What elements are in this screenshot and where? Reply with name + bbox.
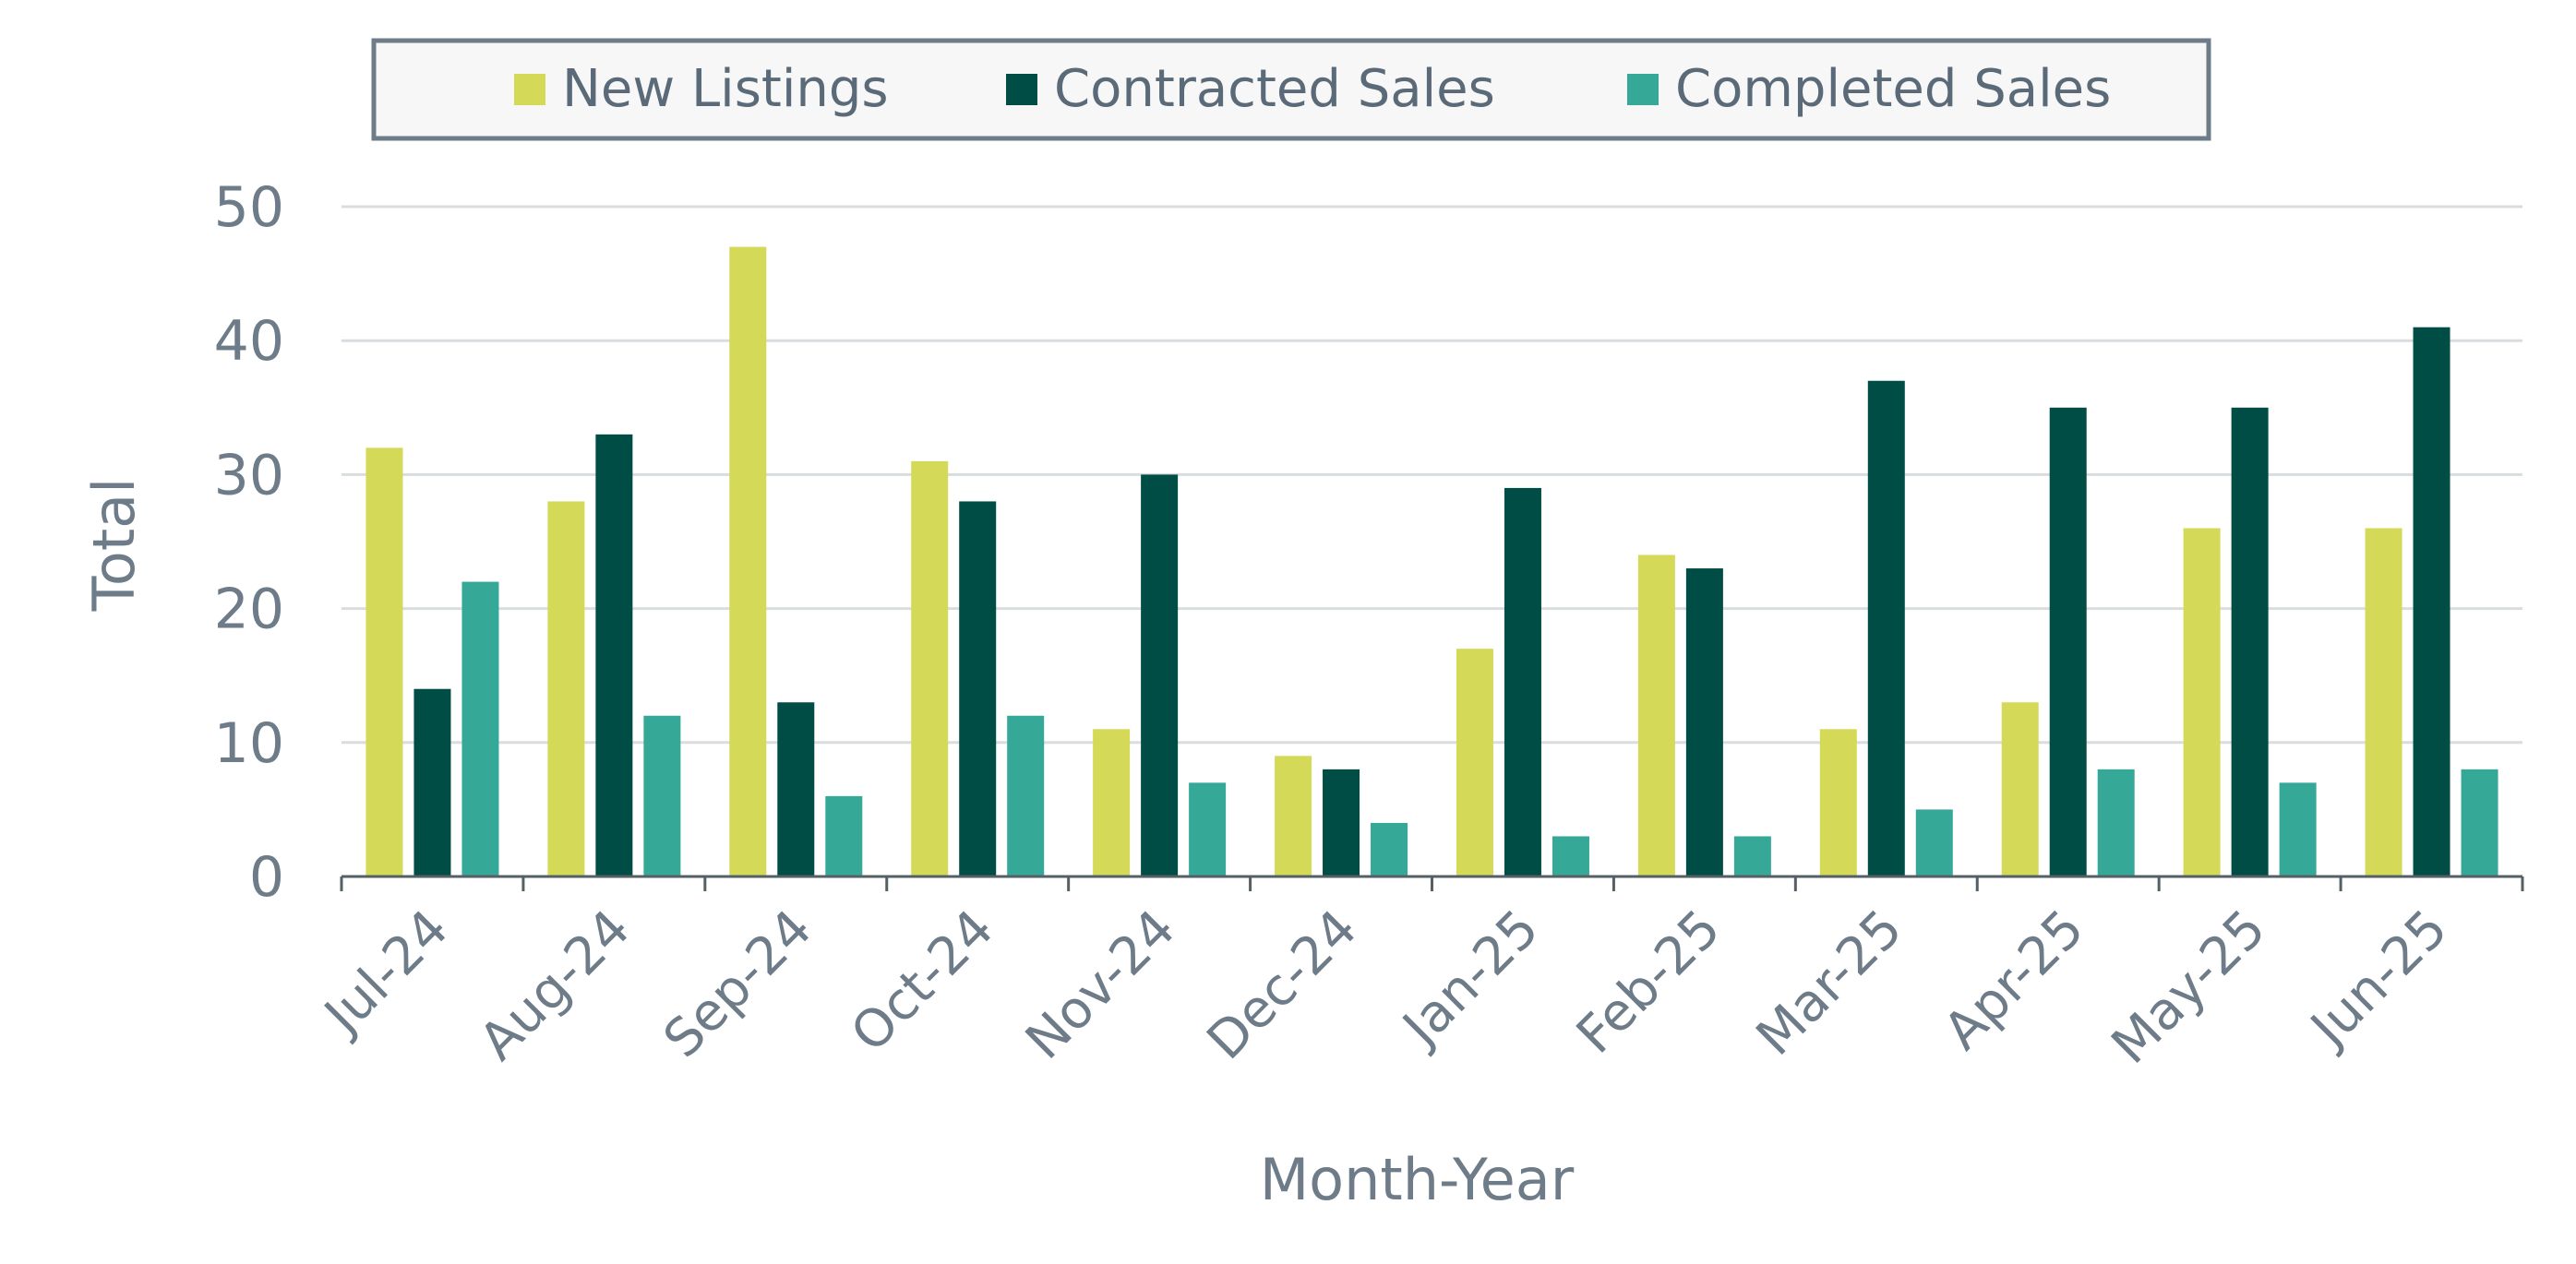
bar-new-listings <box>911 460 949 876</box>
bar-contracted-sales <box>959 501 997 876</box>
bar-completed-sales <box>2461 769 2498 876</box>
x-tick-label: Dec-24 <box>1196 899 1369 1071</box>
bar-completed-sales <box>1552 836 1589 876</box>
bar-contracted-sales <box>777 702 815 876</box>
y-tick-label: 20 <box>214 578 284 642</box>
bar-new-listings <box>2365 528 2402 876</box>
x-tick-marks <box>340 876 2524 891</box>
bar-contracted-sales <box>1504 487 1541 876</box>
bar-completed-sales <box>2097 769 2135 876</box>
x-tick-label: Sep-24 <box>653 899 823 1069</box>
bar-completed-sales <box>1007 715 1045 876</box>
y-tick-label: 40 <box>214 309 284 374</box>
legend-swatch-contracted-sales <box>1006 74 1037 105</box>
x-axis-title: Month-Year <box>1260 1146 1575 1213</box>
bar-contracted-sales <box>1323 769 1360 876</box>
x-tick-label: Oct-24 <box>840 899 1005 1064</box>
x-tick-labels: Jul-24 Aug-24 Sep-24 Oct-24 Nov-24 Dec-24 Jan-… <box>312 899 2460 1076</box>
legend: New Listings Contracted Sales Completed Sa… <box>371 38 2211 141</box>
bars-group <box>365 246 2498 876</box>
bar-contracted-sales <box>2231 407 2269 876</box>
bar-completed-sales <box>643 715 681 876</box>
x-tick-label: Jan-25 <box>1390 899 1551 1059</box>
bar-completed-sales <box>461 581 499 876</box>
x-tick-label: Feb-25 <box>1565 899 1732 1066</box>
bar-new-listings <box>2183 528 2221 876</box>
y-axis-title: Total <box>80 478 148 613</box>
x-tick-label: Apr-25 <box>1933 899 2096 1062</box>
bar-contracted-sales <box>1685 568 1723 876</box>
bar-new-listings <box>1637 554 1675 876</box>
bar-contracted-sales <box>1141 474 1179 876</box>
x-tick-label: May-25 <box>2101 899 2278 1076</box>
gridlines <box>341 205 2522 745</box>
bar-completed-sales <box>825 795 863 876</box>
bar-new-listings <box>1819 729 1857 876</box>
x-tick-label: Jul-24 <box>312 899 461 1047</box>
y-tick-label: 10 <box>214 711 284 776</box>
y-tick-labels: 0 10 20 30 40 50 <box>214 175 284 910</box>
bar-new-listings <box>729 246 767 876</box>
bar-new-listings <box>1456 649 1493 876</box>
legend-swatch-completed-sales <box>1627 74 1659 105</box>
bar-completed-sales <box>1371 822 1408 876</box>
bar-completed-sales <box>1733 836 1771 876</box>
legend-label-completed-sales: Completed Sales <box>1675 59 2111 119</box>
y-tick-label: 0 <box>249 845 284 910</box>
bar-new-listings <box>365 447 403 876</box>
bar-contracted-sales <box>413 688 451 876</box>
x-tick-label: Aug-24 <box>468 899 641 1072</box>
legend-frame <box>371 38 2211 141</box>
bar-new-listings <box>1093 729 1131 876</box>
x-tick-label: Mar-25 <box>1745 899 1914 1067</box>
bar-new-listings <box>1275 756 1312 876</box>
bar-completed-sales <box>2279 782 2317 876</box>
bar-contracted-sales <box>2049 407 2087 876</box>
bar-new-listings <box>2001 702 2039 876</box>
legend-label-new-listings: New Listings <box>562 59 889 119</box>
bar-completed-sales <box>1915 809 1953 876</box>
legend-swatch-new-listings <box>514 74 545 105</box>
bar-contracted-sales <box>1867 380 1905 876</box>
y-tick-label: 30 <box>214 443 284 507</box>
bar-contracted-sales <box>2413 327 2450 876</box>
y-tick-label: 50 <box>214 175 284 240</box>
x-tick-label: Nov-24 <box>1014 899 1187 1071</box>
legend-label-contracted-sales: Contracted Sales <box>1054 59 1495 119</box>
x-tick-label: Jun-25 <box>2298 899 2460 1060</box>
bar-contracted-sales <box>595 434 633 876</box>
bar-completed-sales <box>1189 782 1227 876</box>
bar-new-listings <box>547 501 585 876</box>
